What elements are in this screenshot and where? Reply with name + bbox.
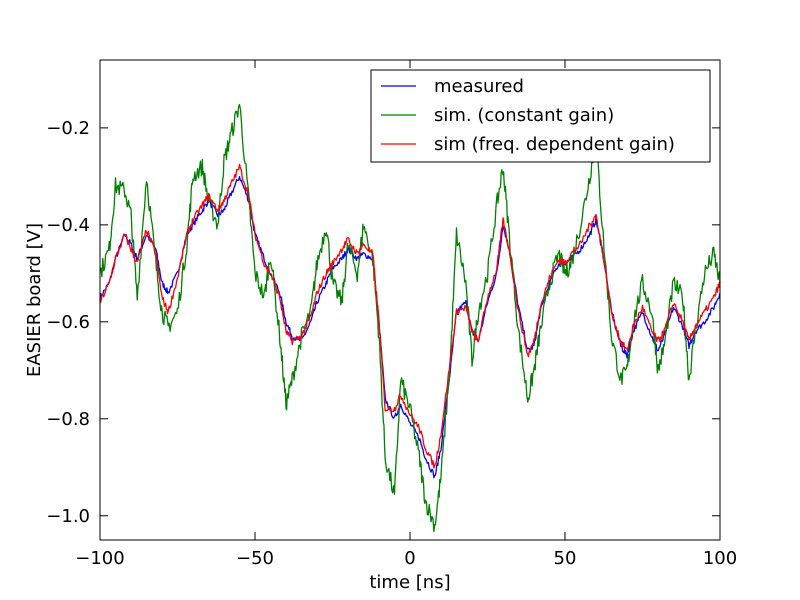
x-tick-label: 100 [703,548,737,569]
x-tick-label: 0 [404,548,415,569]
y-tick-label: −0.8 [46,409,90,430]
series-line-measured [99,176,721,479]
y-axis-label: EASIER board [V] [24,223,45,377]
series-line-sim-constant-gain [99,103,721,533]
x-tick-label: 50 [554,548,577,569]
legend-box [370,69,711,163]
series-layer [99,103,721,533]
y-tick-label: −1.0 [46,506,90,527]
x-tick-label: −100 [75,548,124,569]
y-tick-label: −0.2 [46,118,90,139]
x-tick-label: −50 [236,548,274,569]
x-axis-label: time [ns] [369,572,450,593]
legend: measured sim. (constant gain) sim (freq. d… [370,69,711,163]
y-tick-label: −0.4 [46,215,90,236]
legend-label-measured: measured [434,76,524,97]
series-line-sim-freq-dependent-gain [99,163,721,469]
legend-label-sim-constant-gain: sim. (constant gain) [434,105,614,126]
x-axis-ticks: −100 −50 0 50 100 [75,60,737,569]
y-tick-label: −0.6 [46,312,90,333]
legend-label-sim-freq-dependent-gain: sim (freq. dependent gain) [434,134,675,155]
y-axis-ticks: −1.0 −0.8 −0.6 −0.4 −0.2 [46,118,720,527]
